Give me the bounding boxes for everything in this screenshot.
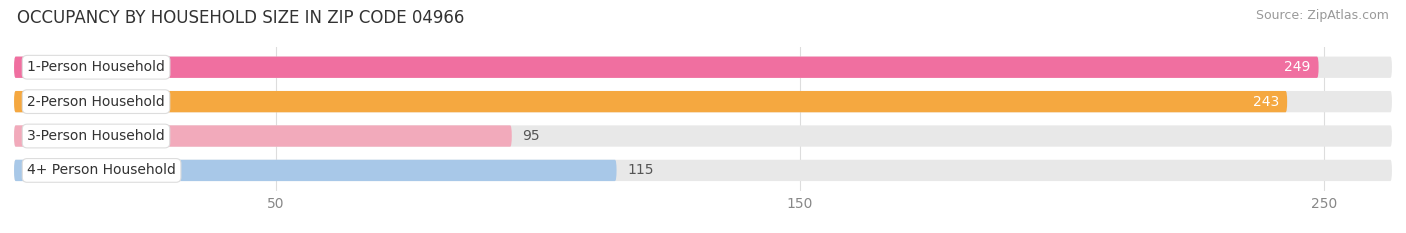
FancyBboxPatch shape — [14, 57, 1392, 78]
FancyBboxPatch shape — [14, 125, 1392, 147]
Text: 3-Person Household: 3-Person Household — [27, 129, 165, 143]
Text: 95: 95 — [522, 129, 540, 143]
FancyBboxPatch shape — [14, 57, 1319, 78]
Text: 243: 243 — [1253, 95, 1279, 109]
Text: Source: ZipAtlas.com: Source: ZipAtlas.com — [1256, 9, 1389, 22]
Text: 249: 249 — [1284, 60, 1310, 74]
FancyBboxPatch shape — [14, 91, 1286, 112]
Text: OCCUPANCY BY HOUSEHOLD SIZE IN ZIP CODE 04966: OCCUPANCY BY HOUSEHOLD SIZE IN ZIP CODE … — [17, 9, 464, 27]
FancyBboxPatch shape — [14, 160, 617, 181]
FancyBboxPatch shape — [14, 91, 1392, 112]
FancyBboxPatch shape — [14, 125, 512, 147]
FancyBboxPatch shape — [14, 160, 1392, 181]
Text: 1-Person Household: 1-Person Household — [27, 60, 165, 74]
Text: 115: 115 — [627, 163, 654, 177]
Text: 2-Person Household: 2-Person Household — [27, 95, 165, 109]
Text: 4+ Person Household: 4+ Person Household — [27, 163, 176, 177]
